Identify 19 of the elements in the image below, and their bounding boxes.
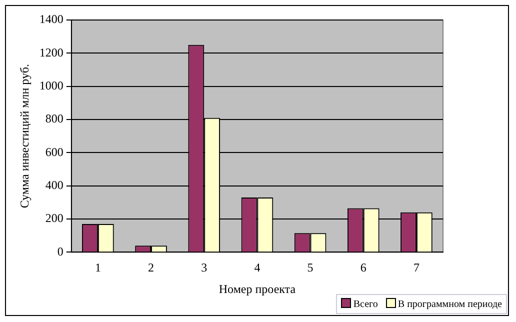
y-tick-label: 1400 <box>39 12 64 26</box>
x-tick-label: 2 <box>148 260 154 275</box>
x-tick-label: 5 <box>307 260 314 275</box>
x-tick-label: 7 <box>413 260 420 275</box>
y-tick-label: 200 <box>45 211 64 226</box>
x-tick-label: 6 <box>360 260 366 275</box>
x-axis-title: Номер проекта <box>218 282 296 296</box>
x-tick-label: 3 <box>201 260 208 275</box>
y-tick-label: 400 <box>45 178 64 192</box>
legend-label: Всего <box>352 298 378 310</box>
y-tick-label: 600 <box>45 144 64 159</box>
legend-label: В программном периоде <box>396 298 502 310</box>
y-axis-title: Сумма инвестиций млн руб. <box>17 64 32 208</box>
x-tick-label: 1 <box>94 260 101 275</box>
y-tick-label: 1000 <box>39 78 64 92</box>
x-tick-label: 4 <box>254 260 260 275</box>
y-tick-label: 1200 <box>39 45 64 60</box>
y-tick-label: 800 <box>45 112 64 126</box>
y-tick-label: 0 <box>57 244 64 258</box>
